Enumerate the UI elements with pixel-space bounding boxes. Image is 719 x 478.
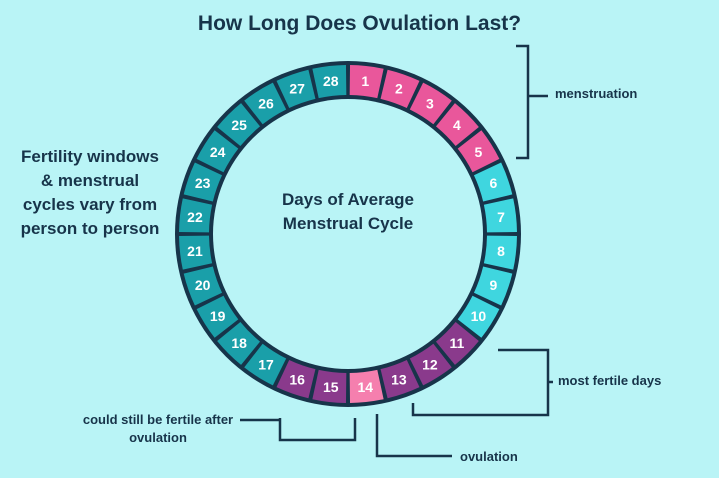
day-label: 13 (391, 371, 407, 387)
fertile-bracket (411, 348, 553, 417)
day-segment-20 (183, 266, 223, 306)
day-segment-2 (380, 69, 420, 109)
day-label: 9 (489, 277, 497, 293)
after-ovulation-label: could still be fertile after ovulation (82, 412, 234, 445)
day-segment-7 (483, 198, 517, 233)
day-label: 10 (471, 308, 487, 324)
day-label: 12 (422, 356, 438, 372)
day-label: 14 (357, 379, 373, 395)
day-label: 6 (489, 175, 497, 191)
fertility-note: Fertility windows & menstrual cycles var… (20, 147, 160, 238)
day-label: 16 (289, 371, 305, 387)
day-segment-26 (244, 82, 287, 125)
day-segment-1 (349, 65, 384, 99)
day-label: 2 (395, 81, 403, 97)
day-segment-15 (312, 369, 347, 403)
day-label: 7 (497, 209, 505, 225)
day-segment-21 (179, 235, 213, 270)
day-segment-3 (409, 82, 452, 125)
most-fertile-label: most fertile days (558, 373, 662, 388)
day-segment-23 (183, 162, 223, 202)
day-label: 8 (497, 243, 505, 259)
after-ovulation-bracket (240, 418, 357, 442)
day-segment-5 (457, 130, 500, 173)
day-label: 28 (323, 73, 339, 89)
day-segment-14 (349, 369, 384, 403)
ovulation-label: ovulation (460, 449, 518, 464)
day-label: 5 (474, 144, 482, 160)
menstruation-label: menstruation (555, 86, 638, 101)
day-label: 11 (449, 335, 464, 351)
cycle-center-label: Days of Average Menstrual Cycle (282, 190, 414, 233)
menstruation-bracket (516, 44, 548, 160)
day-segment-8 (483, 235, 517, 270)
day-label: 17 (258, 356, 274, 372)
day-label: 3 (426, 96, 434, 112)
day-label: 22 (187, 209, 203, 225)
day-segment-28 (312, 65, 347, 99)
day-label: 1 (361, 73, 369, 89)
day-label: 25 (231, 117, 247, 133)
day-label: 19 (210, 308, 226, 324)
day-label: 18 (231, 335, 247, 351)
title: How Long Does Ovulation Last? (197, 12, 522, 35)
day-segment-18 (217, 321, 261, 365)
day-segment-13 (380, 359, 420, 399)
day-segment-22 (179, 198, 213, 233)
day-segment-16 (276, 359, 316, 399)
day-segment-11 (435, 321, 479, 365)
day-segment-9 (473, 266, 513, 306)
day-label: 21 (187, 243, 203, 259)
day-segment-17 (244, 343, 287, 386)
day-segment-4 (435, 103, 479, 147)
day-segment-10 (457, 295, 500, 338)
day-label: 20 (195, 277, 211, 293)
day-label: 15 (323, 379, 339, 395)
day-segment-6 (473, 162, 513, 202)
day-label: 24 (210, 144, 226, 160)
day-label: 23 (195, 175, 211, 191)
ring-inner (213, 99, 483, 369)
day-segment-24 (196, 130, 239, 173)
day-label: 26 (258, 96, 274, 112)
day-segment-19 (196, 295, 239, 338)
day-label: 4 (453, 117, 461, 133)
day-segment-12 (409, 343, 452, 386)
day-segment-27 (276, 69, 316, 109)
ovulation-bracket (375, 414, 452, 458)
day-label: 27 (289, 81, 305, 97)
day-segment-25 (217, 103, 261, 147)
